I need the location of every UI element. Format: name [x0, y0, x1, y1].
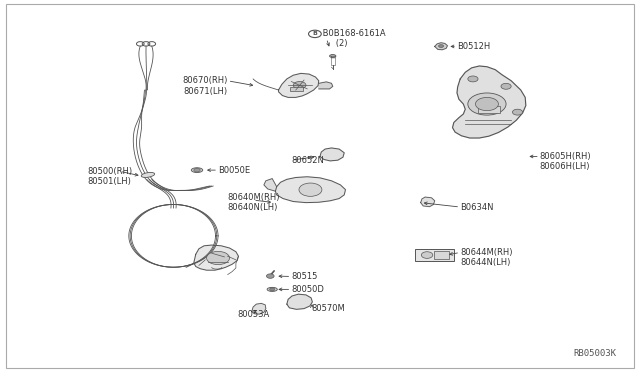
Text: B0050E: B0050E [218, 166, 250, 174]
Text: 80670(RH): 80670(RH) [182, 76, 228, 85]
Text: 80515: 80515 [291, 272, 317, 281]
Text: 80570M: 80570M [312, 304, 346, 313]
Polygon shape [420, 197, 435, 207]
Circle shape [299, 183, 322, 196]
Text: 80050D: 80050D [291, 285, 324, 294]
Text: 80644M(RH): 80644M(RH) [460, 248, 513, 257]
Circle shape [468, 93, 506, 115]
Text: 80640N(LH): 80640N(LH) [228, 203, 278, 212]
Polygon shape [264, 179, 276, 191]
Circle shape [269, 288, 275, 291]
Text: 80500(RH): 80500(RH) [88, 167, 132, 176]
Ellipse shape [141, 172, 155, 177]
Circle shape [266, 274, 274, 278]
Circle shape [293, 81, 306, 89]
Polygon shape [252, 304, 266, 314]
Text: 80671(LH): 80671(LH) [184, 87, 228, 96]
Polygon shape [194, 245, 239, 270]
FancyArrowPatch shape [332, 67, 333, 68]
Polygon shape [452, 66, 526, 138]
FancyBboxPatch shape [478, 106, 500, 113]
FancyBboxPatch shape [415, 249, 454, 261]
Text: B0634N: B0634N [460, 202, 493, 212]
Circle shape [438, 45, 444, 48]
Ellipse shape [267, 287, 277, 291]
FancyBboxPatch shape [290, 87, 303, 92]
Text: B0512H: B0512H [457, 42, 490, 51]
Text: 80053A: 80053A [237, 310, 269, 319]
Text: 80644N(LH): 80644N(LH) [460, 258, 511, 267]
Text: B: B [312, 31, 317, 36]
Polygon shape [275, 177, 346, 203]
Text: (2): (2) [320, 39, 348, 48]
Polygon shape [435, 43, 447, 50]
Text: 80501(LH): 80501(LH) [88, 177, 131, 186]
Polygon shape [287, 294, 312, 310]
Text: 80640M(RH): 80640M(RH) [228, 193, 280, 202]
Circle shape [207, 251, 230, 264]
Text: 80605H(RH): 80605H(RH) [540, 152, 591, 161]
Text: B0B168-6161A: B0B168-6161A [320, 29, 386, 38]
Polygon shape [319, 82, 333, 89]
Polygon shape [278, 73, 319, 97]
Circle shape [421, 252, 433, 259]
Text: 80652N: 80652N [291, 155, 324, 165]
Circle shape [468, 76, 478, 82]
Circle shape [513, 109, 523, 115]
Text: 80606H(LH): 80606H(LH) [540, 162, 590, 171]
Ellipse shape [330, 55, 336, 58]
Circle shape [194, 168, 200, 172]
Text: RB05003K: RB05003K [573, 349, 616, 358]
Circle shape [476, 97, 499, 111]
Polygon shape [320, 148, 344, 161]
FancyBboxPatch shape [434, 251, 449, 259]
Ellipse shape [191, 168, 203, 173]
Circle shape [501, 83, 511, 89]
